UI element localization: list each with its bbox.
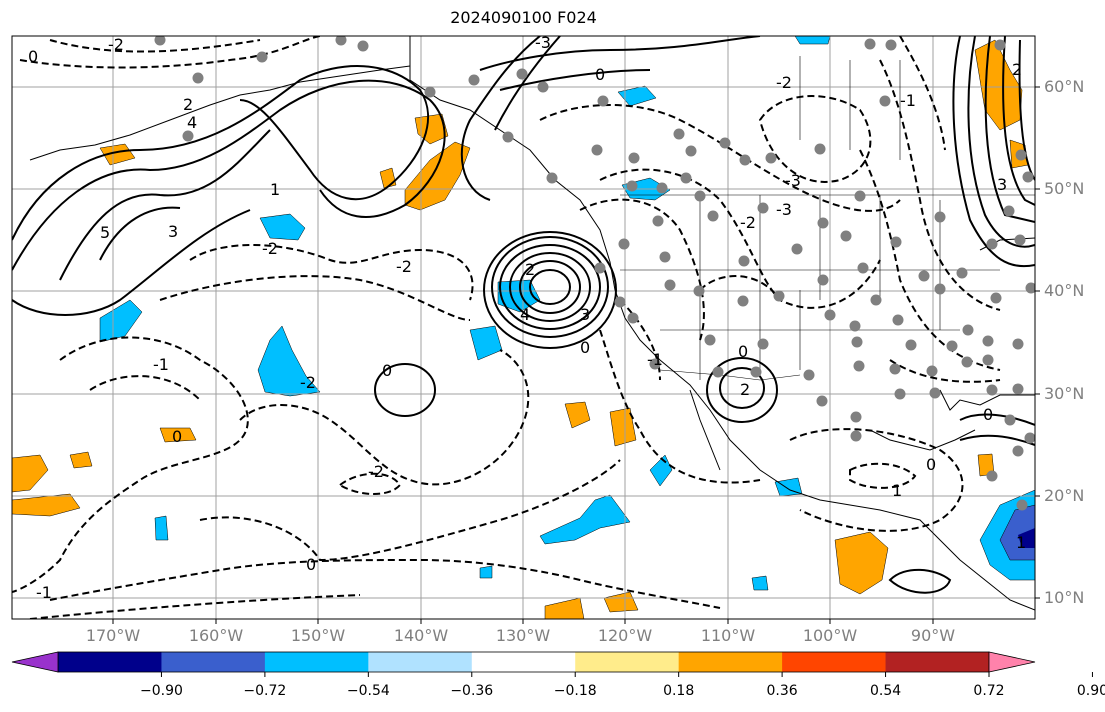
contour-label: 1 <box>1016 533 1026 552</box>
lon-label: 150°W <box>290 626 346 645</box>
colorbar-tick-label: 0.90 <box>1076 683 1105 699</box>
colorbar-tick-label: 0.72 <box>973 683 1005 699</box>
lon-label: 90°W <box>910 626 956 645</box>
contour-labels: -3 -2 0 1 3 2 4 5 -2 -1 -2 0 -2 2 3 4 0 … <box>28 33 1026 602</box>
contour-label: -2 <box>396 257 412 276</box>
colorbar-cell <box>264 652 369 672</box>
contour-label: -3 <box>785 171 801 190</box>
colorbar-cell <box>678 652 783 672</box>
contour-label: 0 <box>580 338 590 357</box>
lon-label: 170°W <box>85 626 141 645</box>
lat-label: 20°N <box>1044 486 1085 505</box>
colorbar-tick-label: 0.36 <box>766 683 798 699</box>
lon-label: 110°W <box>700 626 756 645</box>
colorbar-tick-label: −0.18 <box>553 683 597 699</box>
contour-label: 1 <box>270 180 280 199</box>
contour-label: -3 <box>535 33 551 52</box>
contour-label: 0 <box>306 555 316 574</box>
colorbar-cell <box>161 652 266 672</box>
contour-label: 0 <box>28 47 38 66</box>
lat-label: 60°N <box>1044 77 1085 96</box>
contour-label: 2 <box>183 95 193 114</box>
lat-label: 30°N <box>1044 384 1085 403</box>
colorbar-tick-label: 0.18 <box>663 683 695 699</box>
contour-label: -2 <box>368 462 384 481</box>
colorbar-tick-label: 0.54 <box>869 683 902 699</box>
lat-label: 10°N <box>1044 588 1085 607</box>
contour-label: -2 <box>740 213 756 232</box>
colorbar-cell <box>368 652 473 672</box>
contour-label: -2 <box>108 35 124 54</box>
contour-label: 0 <box>595 65 605 84</box>
contour-label: 0 <box>172 427 182 446</box>
contour-label: -2 <box>300 373 316 392</box>
contour-label: -1 <box>647 350 663 369</box>
colorbar-cell <box>782 652 887 672</box>
contour-label: 0 <box>926 455 936 474</box>
contour-label: -1 <box>36 583 52 602</box>
colorbar-tick-label: −0.36 <box>450 683 494 699</box>
colorbar-extend-low <box>11 651 59 673</box>
colorbar-cell <box>471 652 576 672</box>
map-title: 2024090100 F024 <box>450 8 597 27</box>
lon-label: 120°W <box>597 626 653 645</box>
contour-label: 4 <box>187 113 197 132</box>
contour-label: 3 <box>580 305 590 324</box>
colorbar-tick-label: −0.54 <box>346 683 390 699</box>
lon-label: 130°W <box>495 626 551 645</box>
colorbar-cell <box>575 652 680 672</box>
colorbar-extend-high <box>988 651 1036 673</box>
contour-label: 3 <box>168 222 178 241</box>
contour-label: 0 <box>382 361 392 380</box>
contour-label: -2 <box>262 239 278 258</box>
colorbar-tick-label: −0.90 <box>139 683 183 699</box>
negative-contours <box>12 36 1001 619</box>
contour-label: -1 <box>900 91 916 110</box>
contour-label: 2 <box>740 380 750 399</box>
positive-contours <box>12 36 1035 594</box>
lat-label: 40°N <box>1044 281 1085 300</box>
political-borders <box>620 56 1035 381</box>
contour-label: 0 <box>983 405 993 424</box>
contour-label: 1 <box>892 481 902 500</box>
lon-label: 100°W <box>802 626 858 645</box>
contour-label: 2 <box>525 260 535 279</box>
contour-label: 2 <box>1012 60 1022 79</box>
contour-label: -1 <box>153 355 169 374</box>
lat-lon-grid <box>12 36 1035 619</box>
station-markers <box>154 36 1035 511</box>
contour-label: 5 <box>100 223 110 242</box>
contour-label: -2 <box>776 73 792 92</box>
colorbar-cell <box>58 652 162 672</box>
colorbar-tick-label: −0.72 <box>243 683 287 699</box>
colorbar-cell <box>885 652 990 672</box>
contour-label: 4 <box>520 305 530 324</box>
contour-label: -3 <box>776 200 792 219</box>
axis-ticks <box>112 86 1040 624</box>
contour-label: 0 <box>738 342 748 361</box>
lon-label: 140°W <box>393 626 449 645</box>
anomaly-patches <box>12 36 1035 619</box>
lat-label: 50°N <box>1044 179 1085 198</box>
lon-label: 160°W <box>188 626 244 645</box>
contour-label: 3 <box>997 175 1007 194</box>
